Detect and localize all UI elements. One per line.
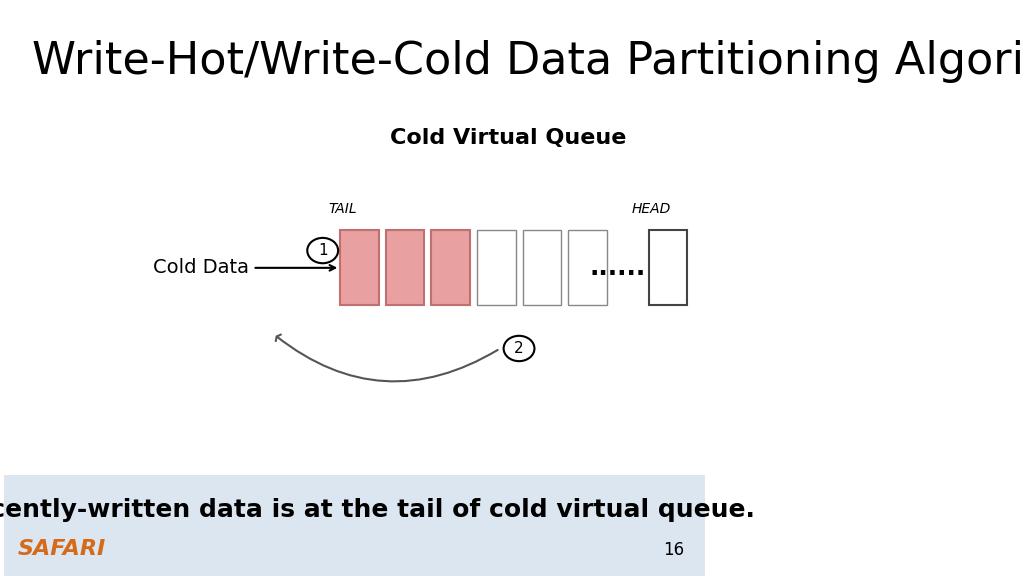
Text: 2: 2 bbox=[514, 341, 524, 356]
Text: TAIL: TAIL bbox=[328, 202, 356, 215]
Text: Cold Data: Cold Data bbox=[153, 259, 249, 277]
Text: Write-Hot/Write-Cold Data Partitioning Algorithm: Write-Hot/Write-Cold Data Partitioning A… bbox=[32, 40, 1024, 84]
Text: 16: 16 bbox=[663, 541, 684, 559]
Bar bbox=[522, 230, 561, 305]
Text: 1: 1 bbox=[317, 243, 328, 258]
Text: ......: ...... bbox=[590, 256, 646, 280]
Bar bbox=[340, 230, 379, 305]
Bar bbox=[568, 230, 606, 305]
Text: SAFARI: SAFARI bbox=[17, 539, 105, 559]
Text: Recently-written data is at the tail of cold virtual queue.: Recently-written data is at the tail of … bbox=[0, 498, 755, 522]
Bar bbox=[649, 230, 687, 305]
Bar bbox=[4, 475, 705, 576]
Bar bbox=[431, 230, 470, 305]
Bar bbox=[477, 230, 515, 305]
Text: Cold Virtual Queue: Cold Virtual Queue bbox=[390, 128, 627, 148]
Bar bbox=[386, 230, 424, 305]
Text: HEAD: HEAD bbox=[632, 202, 671, 215]
